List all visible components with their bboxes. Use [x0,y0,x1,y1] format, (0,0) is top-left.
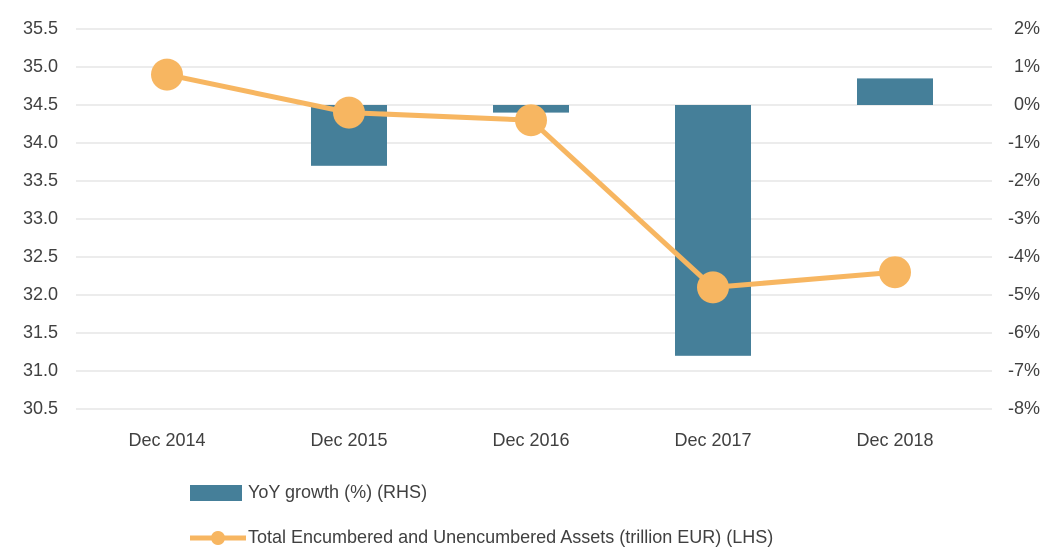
marker [515,104,547,137]
y2-tick-label: -4% [1008,246,1040,266]
legend-label: Total Encumbered and Unencumbered Assets… [248,527,773,547]
marker [879,256,911,289]
y2-tick-label: 0% [1014,94,1040,114]
bar [857,78,933,105]
y2-tick-label: -2% [1008,170,1040,190]
y2-tick-label: 2% [1014,18,1040,38]
marker [333,96,365,129]
y2-tick-label: -3% [1008,208,1040,228]
x-tick-label: Dec 2018 [856,430,933,450]
y2-tick-label: 1% [1014,56,1040,76]
x-tick-label: Dec 2016 [492,430,569,450]
y-tick-label: 34.5 [23,94,58,114]
y-tick-label: 32.5 [23,246,58,266]
y-tick-label: 35.0 [23,56,58,76]
marker [697,271,729,304]
x-tick-label: Dec 2015 [310,430,387,450]
y-tick-label: 31.5 [23,322,58,342]
y-tick-label: 31.0 [23,360,58,380]
legend-label: YoY growth (%) (RHS) [248,482,427,502]
y-tick-label: 30.5 [23,398,58,418]
y2-tick-label: -8% [1008,398,1040,418]
y-tick-label: 33.0 [23,208,58,228]
x-tick-label: Dec 2017 [674,430,751,450]
marker [151,58,183,91]
y-tick-label: 33.5 [23,170,58,190]
bar [675,105,751,356]
y-tick-label: 32.0 [23,284,58,304]
legend-swatch [190,485,242,501]
y2-tick-label: -6% [1008,322,1040,342]
y-tick-label: 35.5 [23,18,58,38]
y-tick-label: 34.0 [23,132,58,152]
y2-tick-label: -5% [1008,284,1040,304]
legend-swatch [211,531,225,545]
x-tick-label: Dec 2014 [128,430,205,450]
y2-tick-label: -7% [1008,360,1040,380]
y2-tick-label: -1% [1008,132,1040,152]
